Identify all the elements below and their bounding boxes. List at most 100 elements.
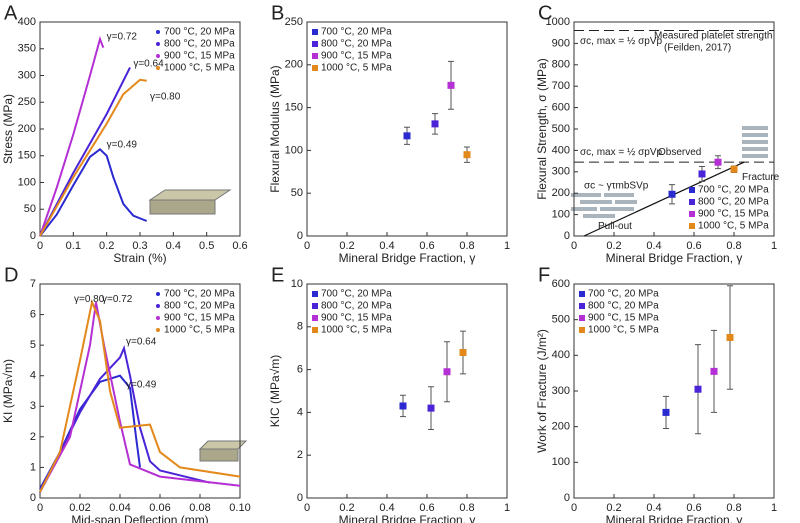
data-line <box>39 78 147 237</box>
legend-marker <box>156 292 160 296</box>
x-tick-label: 0.06 <box>149 502 170 514</box>
y-tick-label: 2 <box>297 449 303 461</box>
data-line <box>39 374 141 490</box>
y-tick-label: 300 <box>552 385 570 397</box>
x-tick-label: 0.6 <box>419 502 434 514</box>
legend-label: 1000 °C, 5 MPa <box>164 63 235 74</box>
y-tick-label: 100 <box>552 456 570 468</box>
y-tick-label: 350 <box>18 43 36 55</box>
data-point <box>463 151 471 159</box>
annotation: γ=0.72 <box>102 294 133 305</box>
legend-marker <box>312 291 318 297</box>
legend-marker <box>156 30 160 34</box>
annotation: σc, max = ½ σpVp <box>580 147 663 158</box>
y-tick-label: 900 <box>552 37 570 49</box>
x-tick-label: 0.6 <box>686 502 701 514</box>
y-tick-label: 2 <box>30 431 36 443</box>
legend-label: 900 °C, 15 MPa <box>321 51 392 62</box>
annotation: γ=0.80 <box>150 92 181 103</box>
x-tick-label: 0.2 <box>339 240 354 252</box>
y-tick-label: 7 <box>30 278 36 290</box>
legend-marker <box>689 223 695 229</box>
x-tick-label: 0.2 <box>606 240 621 252</box>
y-tick-label: 6 <box>297 364 303 376</box>
panel-label: B <box>271 2 284 24</box>
panel-label: D <box>4 264 18 286</box>
x-tick-label: 0.8 <box>726 240 741 252</box>
y-axis-label: Flexural Strength, σ (MPa) <box>535 58 549 199</box>
x-tick-label: 0.4 <box>379 240 394 252</box>
data-point <box>443 368 451 376</box>
x-axis-label: Strain (%) <box>113 251 166 265</box>
y-tick-label: 200 <box>552 421 570 433</box>
legend-marker <box>156 316 160 320</box>
legend-label: 800 °C, 20 MPa <box>164 39 235 50</box>
y-tick-label: 400 <box>552 144 570 156</box>
y-tick-label: 50 <box>291 187 303 199</box>
legend-marker <box>689 211 695 217</box>
legend-marker <box>312 41 318 47</box>
y-axis-label: KI (MPa√m) <box>1 359 15 423</box>
x-tick-label: 0.2 <box>99 240 114 252</box>
legend-marker <box>689 199 695 205</box>
y-tick-label: 0 <box>564 230 570 242</box>
annotation: Observed <box>658 147 701 158</box>
x-tick-label: 0.3 <box>132 240 147 252</box>
annotation: γ=0.49 <box>107 140 138 151</box>
data-point <box>431 120 439 128</box>
panel-label: F <box>538 264 550 286</box>
x-tick-label: 1 <box>504 502 510 514</box>
x-axis-label: Mineral Bridge Fraction, γ <box>606 251 743 265</box>
annotation: γ=0.64 <box>126 337 157 348</box>
legend-label: 900 °C, 15 MPa <box>164 313 235 324</box>
x-tick-label: 0 <box>37 502 43 514</box>
x-tick-label: 0.4 <box>379 502 394 514</box>
y-tick-label: 250 <box>18 96 36 108</box>
x-tick-label: 0 <box>571 502 577 514</box>
legend-label: 1000 °C, 5 MPa <box>164 325 235 336</box>
annotation: γ=0.72 <box>107 32 138 43</box>
legend-label: 1000 °C, 5 MPa <box>588 325 659 336</box>
data-line <box>39 35 105 237</box>
x-tick-label: 0 <box>571 240 577 252</box>
y-tick-label: 400 <box>18 16 36 28</box>
data-line <box>39 344 211 493</box>
annotation: σc, max = ½ σpVp <box>580 36 663 47</box>
y-axis-label: Work of Fracture (J/m²) <box>535 329 549 453</box>
data-point <box>459 348 467 356</box>
y-tick-label: 400 <box>552 349 570 361</box>
legend-label: 700 °C, 20 MPa <box>164 27 235 38</box>
data-point <box>694 385 702 393</box>
data-point <box>447 81 455 89</box>
y-tick-label: 200 <box>285 59 303 71</box>
legend-label: 1000 °C, 5 MPa <box>698 221 769 232</box>
y-tick-label: 150 <box>18 150 36 162</box>
annotation: γ=0.49 <box>126 380 157 391</box>
legend-label: 1000 °C, 5 MPa <box>321 63 392 74</box>
trend-line <box>583 161 745 237</box>
panel-label: E <box>271 264 284 286</box>
legend-label: 800 °C, 20 MPa <box>588 301 659 312</box>
y-tick-label: 6 <box>30 308 36 320</box>
y-tick-label: 4 <box>30 370 36 382</box>
legend-marker <box>312 327 318 333</box>
x-tick-label: 0 <box>304 502 310 514</box>
y-tick-label: 800 <box>552 59 570 71</box>
plot-frame <box>39 283 241 499</box>
data-line <box>39 299 241 493</box>
legend-marker <box>312 29 318 35</box>
data-point <box>399 402 407 410</box>
y-tick-label: 600 <box>552 102 570 114</box>
x-tick-label: 0.04 <box>109 502 130 514</box>
y-tick-label: 50 <box>24 203 36 215</box>
data-point <box>714 158 722 166</box>
data-point <box>726 334 734 341</box>
annotation: Measured platelet strength <box>654 31 772 42</box>
legend-label: 700 °C, 20 MPa <box>321 27 392 38</box>
y-tick-label: 100 <box>552 209 570 221</box>
y-tick-label: 500 <box>552 314 570 326</box>
legend-marker <box>312 53 318 59</box>
x-tick-label: 0 <box>37 240 43 252</box>
y-tick-label: 700 <box>552 80 570 92</box>
